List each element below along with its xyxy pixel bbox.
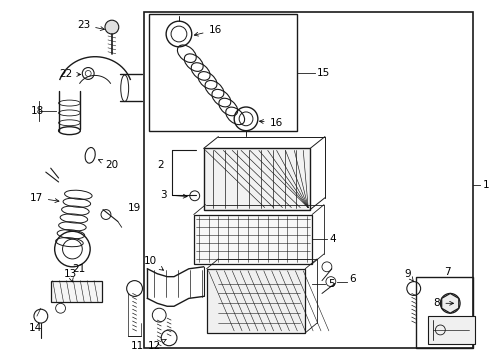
Text: 16: 16 xyxy=(195,25,222,36)
Text: 13: 13 xyxy=(64,269,77,282)
Text: 22: 22 xyxy=(59,69,81,80)
Text: 20: 20 xyxy=(98,159,118,170)
Text: 9: 9 xyxy=(404,269,414,282)
Text: 17: 17 xyxy=(29,193,59,203)
Text: 1: 1 xyxy=(483,180,490,190)
Text: 16: 16 xyxy=(260,118,283,128)
Bar xyxy=(194,215,312,264)
Text: 23: 23 xyxy=(77,20,104,31)
Text: 6: 6 xyxy=(349,274,356,284)
Bar xyxy=(149,14,297,131)
Text: 2: 2 xyxy=(157,160,164,170)
Text: 7: 7 xyxy=(444,267,451,277)
Text: 15: 15 xyxy=(317,68,330,78)
Text: 14: 14 xyxy=(29,323,43,333)
Circle shape xyxy=(105,20,119,34)
Bar xyxy=(207,269,305,333)
Text: 5: 5 xyxy=(328,279,335,289)
Text: 19: 19 xyxy=(128,203,141,213)
Bar xyxy=(50,280,102,302)
Text: 18: 18 xyxy=(31,106,44,116)
Text: 3: 3 xyxy=(161,190,187,200)
Bar xyxy=(145,12,473,348)
Text: 4: 4 xyxy=(330,234,337,244)
Bar xyxy=(416,277,473,348)
Text: 21: 21 xyxy=(73,264,86,274)
Bar xyxy=(204,148,310,210)
Text: 8: 8 xyxy=(434,298,454,308)
Text: 11: 11 xyxy=(131,341,144,351)
Text: 12: 12 xyxy=(148,339,167,351)
Bar xyxy=(428,316,475,344)
Text: 10: 10 xyxy=(144,256,164,270)
